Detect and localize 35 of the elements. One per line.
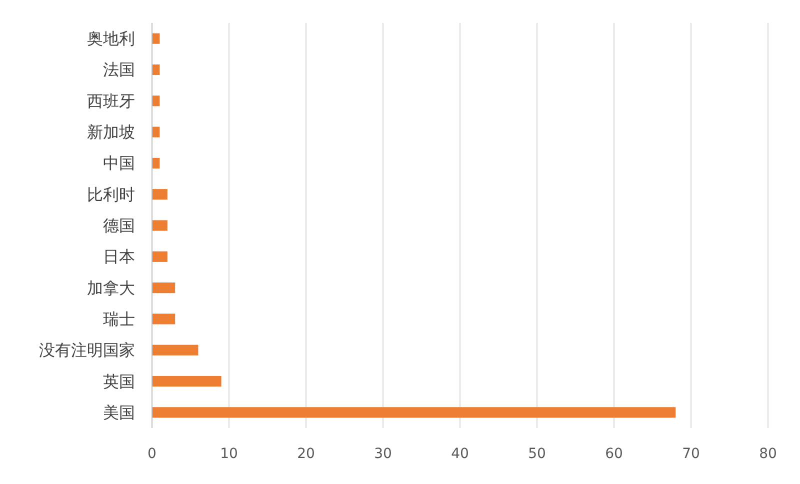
y-tick-label: 日本 [103, 247, 135, 266]
bar [152, 96, 160, 106]
x-tick-label: 20 [297, 446, 315, 462]
y-tick-label: 比利时 [87, 184, 135, 204]
bar [152, 282, 176, 294]
y-tick-label: 加拿大 [87, 278, 135, 298]
y-tick-label: 美国 [103, 402, 135, 422]
x-tick-label: 10 [220, 446, 238, 462]
bar [152, 376, 222, 387]
bar [152, 344, 198, 356]
y-tick-label: 奥地利 [87, 29, 135, 48]
y-tick-label: 西班牙 [87, 91, 135, 110]
x-tick-label: 60 [605, 446, 623, 462]
y-tick-label: 英国 [103, 372, 135, 391]
y-tick-label: 德国 [103, 216, 135, 235]
x-tick-label: 50 [528, 446, 546, 462]
x-tick-label: 30 [374, 446, 392, 462]
bar [152, 407, 676, 418]
bar [152, 33, 160, 44]
bar [152, 314, 176, 324]
bar [152, 189, 168, 200]
x-tick-label: 70 [682, 446, 700, 462]
bar [152, 126, 160, 138]
y-tick-label: 新加坡 [87, 122, 135, 142]
x-tick-label: 80 [759, 446, 777, 462]
bar [152, 158, 160, 168]
y-tick-label: 瑞士 [103, 309, 135, 328]
bar [152, 251, 168, 262]
x-tick-label: 40 [451, 446, 469, 462]
y-tick-label: 没有注明国家 [39, 340, 135, 360]
bar [152, 220, 168, 231]
x-tick-label: 0 [148, 446, 156, 462]
y-tick-label: 法国 [103, 60, 135, 80]
y-tick-label: 中国 [103, 154, 135, 173]
bar [152, 64, 160, 76]
